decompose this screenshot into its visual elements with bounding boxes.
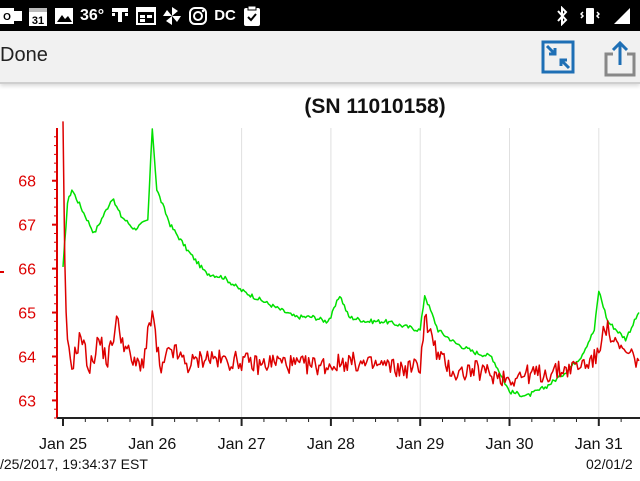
y-tick-label: 64 [18, 349, 36, 366]
x-tick-label: Jan 27 [218, 436, 266, 453]
x-tick-label: Jan 26 [128, 436, 176, 453]
calendar-icon: 31 [28, 5, 48, 27]
vibrate-icon [580, 6, 600, 26]
done-button[interactable]: Done [0, 44, 52, 67]
bluetooth-icon [556, 5, 568, 26]
start-timestamp: /25/2017, 19:34:37 EST [0, 456, 148, 472]
instagram-icon [188, 6, 208, 26]
fullscreen-exit-icon [541, 40, 575, 77]
system-icons [556, 0, 632, 31]
temperature-label: 36° [80, 6, 105, 24]
y-tick-label: 68 [18, 174, 36, 191]
temperature-chart: 63 64 65 66 67 68 Jan 25 Jan 26 Jan 27 Jan 28 Jan … [0, 121, 640, 453]
fullscreen-exit-button[interactable] [540, 40, 576, 76]
x-tick-label: Jan 31 [575, 436, 623, 453]
share-icon [603, 40, 637, 81]
x-tick-label: Jan 30 [485, 436, 533, 453]
gallery-icon [54, 7, 74, 25]
share-button[interactable] [602, 40, 638, 77]
toolbar: Done [0, 31, 640, 84]
outlook-icon: O [0, 6, 22, 26]
series-line [62, 128, 640, 398]
series-line [62, 121, 640, 387]
notification-icons: O 31 36° DC [0, 0, 262, 31]
y-tick-label: 67 [18, 218, 36, 235]
t-mobile-icon [110, 5, 130, 27]
signal-icon [612, 6, 632, 26]
x-tick-label: Jan 29 [396, 436, 444, 453]
x-tick-label: Jan 28 [307, 436, 355, 453]
pinwheel-icon [162, 6, 182, 26]
y-tick-label: 63 [18, 393, 36, 410]
calendar-alt-icon [136, 6, 157, 26]
y-tick-label: 66 [18, 262, 36, 279]
clipboard-icon [242, 5, 262, 27]
status-bar: O 31 36° DC [0, 0, 640, 31]
svg-text:31: 31 [32, 15, 44, 27]
svg-text:O: O [3, 12, 11, 23]
y-tick-label: 65 [18, 306, 36, 323]
dc-icon: DC [214, 7, 236, 24]
chart-title: (SN 11010158) [304, 95, 446, 118]
x-tick-label: Jan 25 [39, 436, 87, 453]
end-timestamp: 02/01/2 [586, 456, 633, 472]
